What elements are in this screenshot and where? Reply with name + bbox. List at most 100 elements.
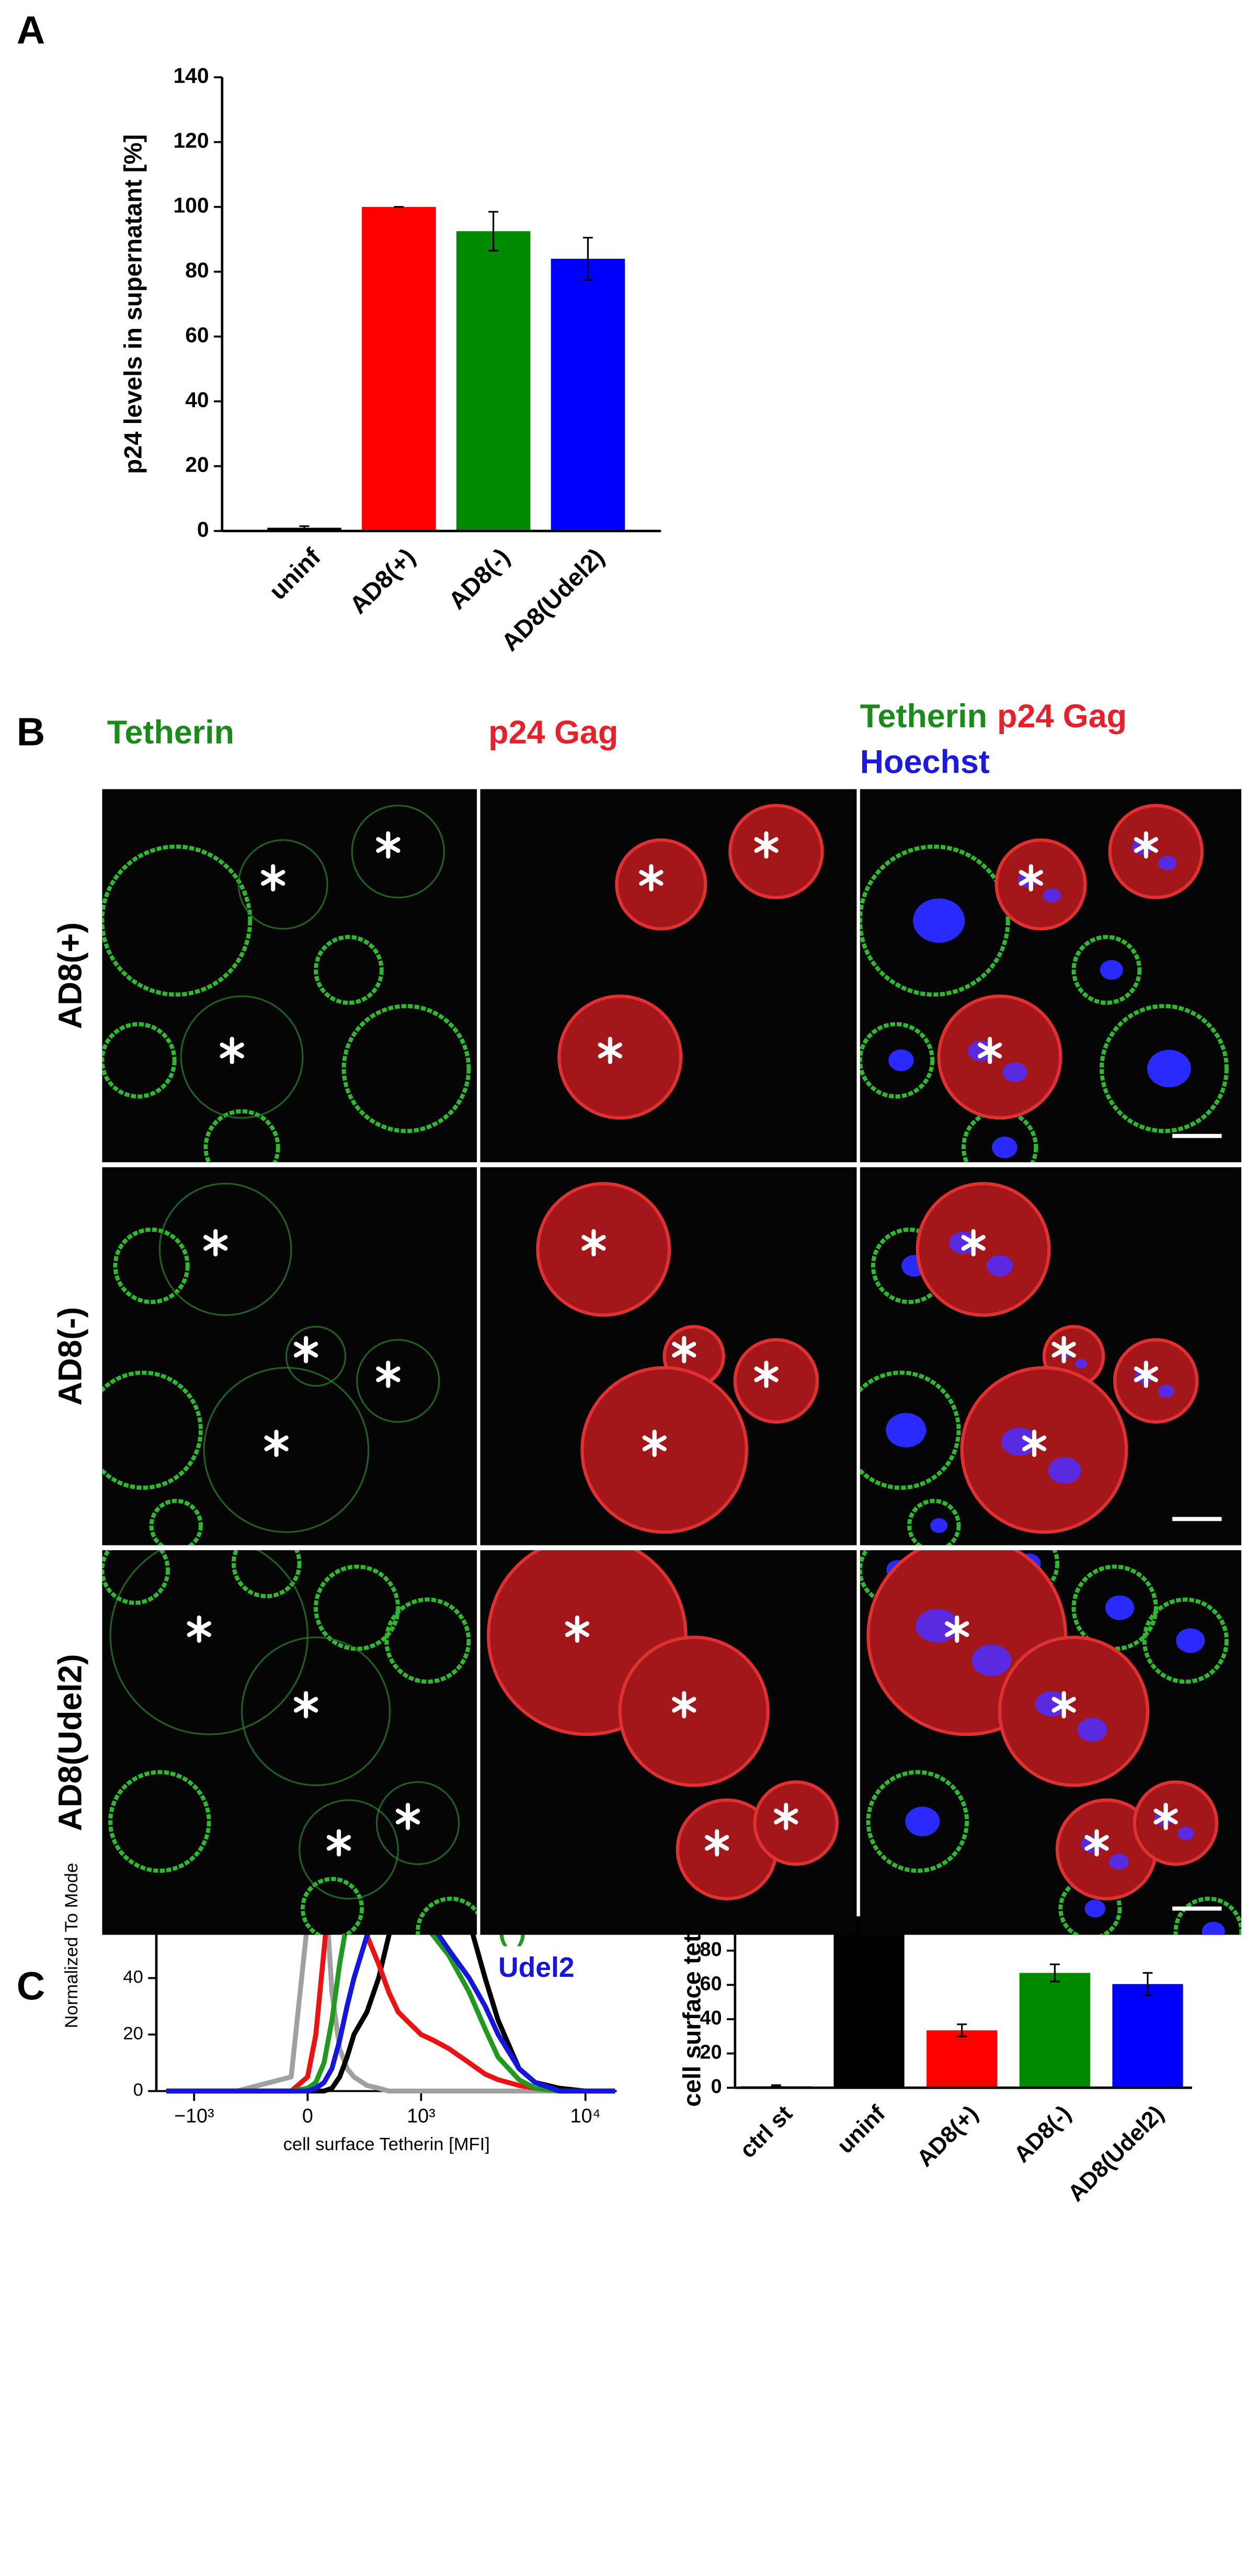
asterisk — [395, 1803, 420, 1830]
image-background — [102, 789, 477, 1162]
asterisk — [754, 831, 779, 859]
asterisk — [376, 1360, 401, 1388]
nucleus — [1158, 1384, 1175, 1398]
nucleus — [971, 1644, 1012, 1676]
cell-membrane — [241, 1636, 391, 1787]
cell-membrane — [299, 1799, 399, 1900]
bar — [456, 231, 531, 531]
legend-entry: Udel2 — [498, 1952, 575, 1983]
asterisk — [376, 831, 401, 859]
nucleus — [1147, 1049, 1191, 1087]
nucleus — [886, 1413, 927, 1448]
cell-membrane — [416, 1896, 477, 1935]
asterisk — [945, 1615, 969, 1643]
nucleus — [1176, 1628, 1205, 1653]
cell-membrane — [149, 1498, 203, 1545]
asterisk — [774, 1803, 798, 1830]
nucleus — [1202, 1921, 1225, 1935]
asterisk — [1153, 1803, 1178, 1830]
micrograph — [480, 789, 857, 1162]
nucleus — [1177, 1827, 1194, 1840]
cell-membrane — [231, 1550, 302, 1598]
cell-membrane — [1142, 1597, 1229, 1684]
asterisk — [642, 1429, 667, 1457]
cell-membrane — [237, 839, 328, 930]
micrograph — [480, 1550, 857, 1935]
micrograph — [480, 1167, 857, 1545]
nucleus — [992, 1136, 1017, 1159]
y-tick-label: 120 — [173, 129, 209, 153]
error-bar — [1142, 1972, 1153, 1996]
micrograph — [860, 1167, 1242, 1545]
asterisk — [1134, 1360, 1159, 1388]
nucleus — [986, 1255, 1013, 1277]
bar — [927, 2030, 998, 2088]
cell-membrane — [102, 1370, 203, 1490]
y-axis-label: p24 levels in supernatant [%] — [119, 134, 147, 474]
cell-membrane — [961, 1109, 1038, 1162]
asterisk — [639, 864, 664, 892]
y-tick-label: 80 — [700, 1938, 722, 1960]
micrograph — [860, 789, 1242, 1162]
y-tick-label: 20 — [123, 2024, 143, 2044]
x-axis-label: cell surface Tetherin [MFI] — [283, 2134, 490, 2154]
asterisk — [672, 1691, 696, 1719]
asterisk — [565, 1615, 590, 1643]
column-title: Tetherin p24 Gag — [860, 698, 1127, 735]
y-tick-label: 140 — [173, 64, 209, 88]
asterisk — [1084, 1829, 1109, 1857]
cell-membrane — [108, 1770, 211, 1873]
asterisk — [1134, 831, 1159, 859]
error-bar — [299, 525, 310, 531]
cell-membrane — [1071, 935, 1142, 1005]
cell-membrane — [341, 1004, 471, 1134]
asterisk — [1022, 1429, 1047, 1457]
nucleus — [1084, 1899, 1106, 1918]
cell-membrane — [356, 1338, 440, 1423]
cell-membrane — [158, 1183, 292, 1316]
asterisk — [961, 1229, 986, 1257]
nucleus — [949, 1231, 978, 1254]
asterisk — [754, 1360, 779, 1388]
y-tick-label: 40 — [123, 1967, 143, 1987]
asterisk — [672, 1336, 696, 1364]
micrograph — [102, 789, 477, 1162]
asterisk — [203, 1229, 228, 1257]
asterisk — [598, 1037, 622, 1064]
panel-label: C — [17, 1964, 45, 2008]
asterisk — [294, 1336, 318, 1364]
nucleus — [913, 898, 965, 943]
title-part: p24 Gag — [997, 698, 1127, 735]
nucleus — [1077, 1718, 1107, 1742]
y-tick-label: 20 — [700, 2041, 722, 2063]
column-title: Hoechst — [860, 744, 990, 781]
y-tick-label: 40 — [700, 2007, 722, 2029]
error-bar — [1049, 1963, 1060, 1983]
row-label: AD8(+) — [52, 922, 88, 1029]
cell-membrane — [351, 805, 445, 899]
asterisk — [187, 1615, 211, 1643]
y-tick-label: 100 — [173, 193, 209, 217]
cell-membrane — [1173, 1896, 1242, 1935]
y-tick-label: 40 — [185, 387, 209, 411]
row-label: AD8(Udel2) — [52, 1654, 88, 1831]
bar — [362, 207, 436, 531]
cell-membrane — [860, 1370, 961, 1490]
nucleus — [930, 1518, 948, 1533]
nucleus — [888, 1049, 914, 1071]
cell-membrane — [180, 995, 304, 1119]
error-bar — [957, 2023, 967, 2037]
asterisk — [1019, 864, 1043, 892]
cell-membrane — [203, 1367, 370, 1533]
micrograph — [860, 1550, 1242, 1935]
cell-membrane — [1071, 1564, 1158, 1651]
y-tick-label: 80 — [185, 258, 209, 282]
nucleus — [905, 1806, 940, 1837]
histogram-line — [166, 1828, 615, 2094]
error-bar — [488, 211, 499, 251]
bar — [1019, 1973, 1090, 2088]
cell-membrane — [384, 1597, 471, 1684]
nucleus — [1100, 960, 1123, 980]
micrograph — [102, 1550, 477, 1935]
